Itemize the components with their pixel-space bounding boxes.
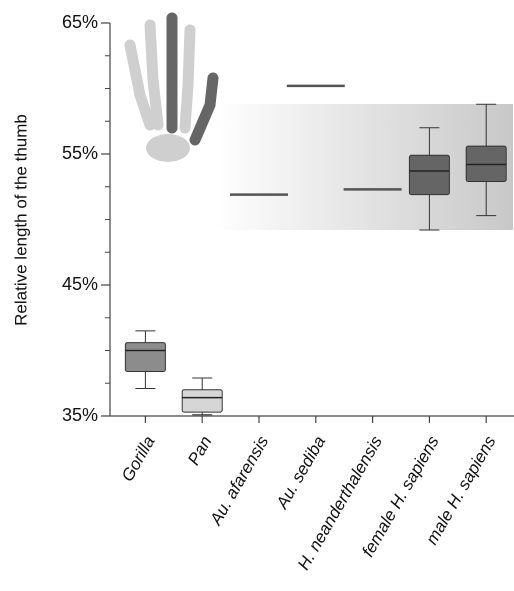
x-tick-label: Au. afarensis bbox=[206, 432, 273, 529]
y-axis-title: Relative length of the thumb bbox=[11, 114, 30, 326]
y-tick-label: 45% bbox=[62, 274, 98, 294]
hand-illustration bbox=[130, 18, 213, 162]
x-tick-label: Gorilla bbox=[118, 433, 159, 485]
box bbox=[409, 155, 449, 194]
y-tick-label: 55% bbox=[62, 143, 98, 163]
x-tick-label: Pan bbox=[184, 433, 216, 469]
y-tick-label: 35% bbox=[62, 405, 98, 425]
chart: Relative length of the thumb 35% 45% 55% 65… bbox=[0, 0, 514, 591]
y-tick-label: 65% bbox=[62, 12, 98, 32]
box bbox=[125, 343, 165, 372]
x-tick-label: Au. sediba bbox=[272, 433, 329, 513]
box bbox=[182, 390, 222, 412]
